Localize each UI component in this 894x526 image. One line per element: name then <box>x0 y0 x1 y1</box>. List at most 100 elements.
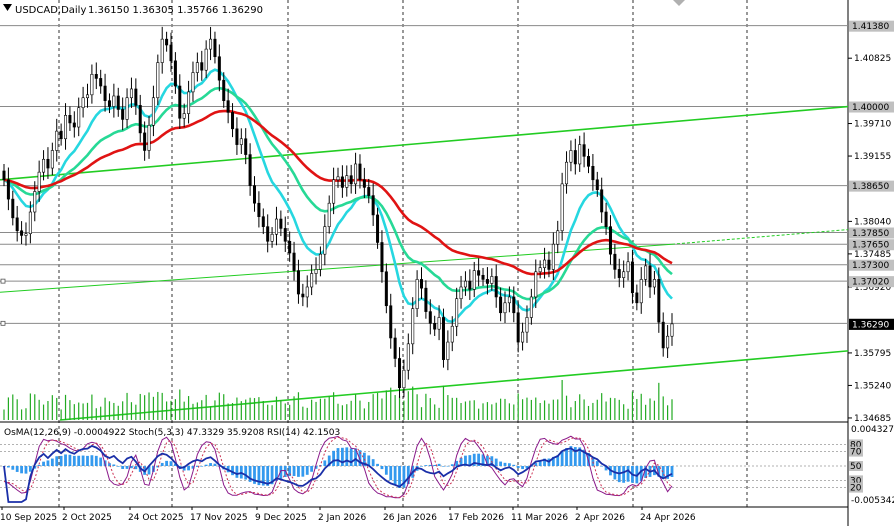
price-level-label-2: 1.38650 <box>852 182 889 192</box>
candle-body-27 <box>121 109 125 120</box>
osma-bar-87 <box>384 466 388 475</box>
price-level-label-3: 1.37850 <box>852 229 889 239</box>
candle-body-2 <box>11 198 15 219</box>
candle-body-59 <box>261 216 265 227</box>
candle-body-84 <box>371 195 375 216</box>
rsi-line <box>3 444 673 503</box>
osma-bar-19 <box>86 455 89 466</box>
candle-body-34 <box>151 97 155 126</box>
candle-body-137 <box>604 211 608 227</box>
candle-body-133 <box>586 156 590 167</box>
candle-body-67 <box>296 270 300 295</box>
candle-body-70 <box>310 273 314 288</box>
candle-body-64 <box>283 228 287 242</box>
candle-body-45 <box>200 62 204 71</box>
collapse-arrow-icon[interactable] <box>3 4 12 11</box>
upper-trend-line <box>0 105 849 181</box>
candle-body-138 <box>608 226 612 255</box>
candle-body-131 <box>578 144 582 165</box>
osma-bar-101 <box>446 465 450 467</box>
osma-bar-129 <box>569 446 573 466</box>
osma-bar-89 <box>393 466 397 485</box>
osma-bar-62 <box>275 466 278 481</box>
candle-body-144 <box>635 292 639 304</box>
candle-body-102 <box>450 325 454 343</box>
osma-bar-121 <box>534 462 538 466</box>
osc-level-label-2: 50 <box>850 462 862 472</box>
osma-bar-15 <box>68 454 72 466</box>
candle-body-112 <box>494 276 498 298</box>
candle-body-96 <box>424 287 428 312</box>
osc-level-box-3 <box>849 475 863 486</box>
candle-body-76 <box>336 176 340 181</box>
candle-body-36 <box>160 38 164 63</box>
candle-body-10 <box>46 158 50 169</box>
price-tick-label-0: 1.40825 <box>854 54 891 64</box>
candle-body-6 <box>28 211 32 234</box>
candle-body-23 <box>103 85 107 101</box>
candle-body-119 <box>525 317 529 333</box>
candle-body-130 <box>573 150 577 165</box>
osma-bar-58 <box>257 466 261 486</box>
osma-bar-90 <box>398 466 401 488</box>
osma-bar-132 <box>582 449 586 466</box>
osma-bar-41 <box>182 466 186 471</box>
candle-body-72 <box>318 253 322 270</box>
candle-body-107 <box>472 270 476 290</box>
candle-body-109 <box>481 274 485 280</box>
candle-body-78 <box>345 175 349 188</box>
candle-body-4 <box>20 230 24 236</box>
candle-body-85 <box>376 214 380 243</box>
osma-bar-92 <box>406 466 410 484</box>
osma-bar-66 <box>292 466 296 477</box>
candle-body-135 <box>595 179 599 191</box>
candle-body-8 <box>37 171 41 192</box>
osma-bar-88 <box>389 466 393 481</box>
osma-bar-145 <box>639 466 643 482</box>
price-tick-label-6: 1.35795 <box>854 349 891 359</box>
osma-bar-7 <box>33 466 37 469</box>
candle-body-19 <box>86 94 90 99</box>
candle-body-146 <box>644 265 648 280</box>
candle-body-41 <box>182 113 186 119</box>
candle-body-71 <box>314 269 318 274</box>
ohlc-values: 1.36150 1.36305 1.35766 1.36290 <box>88 5 263 16</box>
candlestick-series <box>2 26 674 398</box>
candle-body-15 <box>68 115 72 124</box>
osma-bar-10 <box>46 460 50 466</box>
osc-level-box-1 <box>849 446 863 457</box>
osma-bar-125 <box>551 456 555 466</box>
osma-bar-13 <box>59 455 63 466</box>
candle-body-29 <box>129 88 133 99</box>
candle-body-124 <box>547 259 551 270</box>
lower-trend-line <box>59 350 849 421</box>
price-level-box-6 <box>849 276 894 288</box>
osma-bar-136 <box>600 465 604 467</box>
osma-bar-42 <box>187 466 190 471</box>
osma-bar-25 <box>112 464 116 466</box>
date-label-1: 2 Oct 2025 <box>62 513 112 523</box>
osma-bar-60 <box>266 466 270 486</box>
osma-bar-6 <box>28 466 32 472</box>
candle-body-40 <box>178 85 182 119</box>
osma-bar-100 <box>442 466 445 467</box>
osma-bar-131 <box>578 447 582 466</box>
oscillator-label: OsMA(12,26,9) -0.0004922 Stoch(5,3,3) 47… <box>4 428 340 438</box>
osma-bar-48 <box>213 463 217 466</box>
osc-level-box-0 <box>849 439 863 450</box>
osma-bar-27 <box>121 466 125 469</box>
osma-bar-102 <box>450 464 454 466</box>
date-label-5: 2 Jan 2026 <box>318 513 366 523</box>
candle-body-134 <box>591 165 595 181</box>
candle-body-105 <box>463 280 467 288</box>
osc-level-box-4 <box>849 482 863 493</box>
candle-body-143 <box>630 261 634 294</box>
price-level-box-5 <box>849 259 894 271</box>
candle-body-145 <box>639 279 643 304</box>
date-label-8: 11 Mar 2026 <box>511 513 568 523</box>
candle-body-7 <box>33 191 37 213</box>
candle-body-139 <box>613 253 617 270</box>
candle-body-51 <box>226 100 230 113</box>
